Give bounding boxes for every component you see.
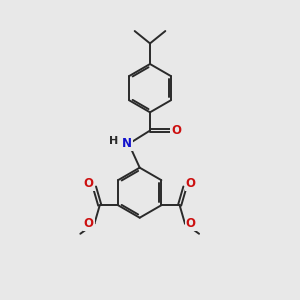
Text: O: O <box>84 177 94 190</box>
Text: O: O <box>186 217 196 230</box>
Text: H: H <box>109 136 118 146</box>
Text: N: N <box>122 137 132 150</box>
Text: O: O <box>171 124 181 137</box>
Text: O: O <box>84 217 94 230</box>
Text: O: O <box>186 177 196 190</box>
